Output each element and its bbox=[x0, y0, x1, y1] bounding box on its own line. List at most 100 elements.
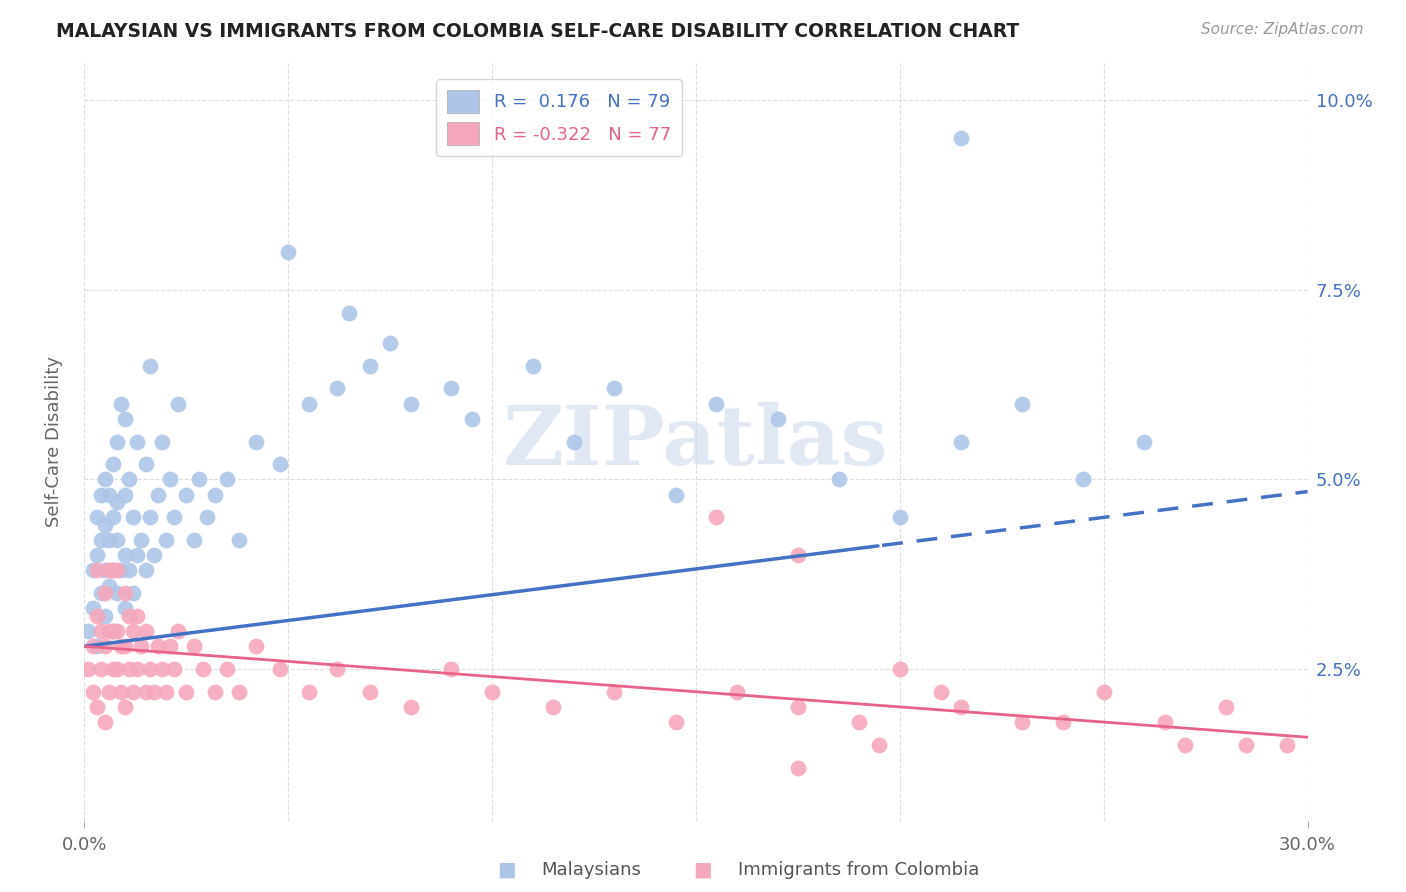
Point bbox=[269, 662, 291, 676]
Point bbox=[138, 662, 160, 676]
Point bbox=[93, 564, 115, 578]
Point bbox=[105, 586, 128, 600]
Point bbox=[114, 601, 136, 615]
Text: MALAYSIAN VS IMMIGRANTS FROM COLOMBIA SELF-CARE DISABILITY CORRELATION CHART: MALAYSIAN VS IMMIGRANTS FROM COLOMBIA SE… bbox=[56, 22, 1019, 41]
Point bbox=[131, 533, 153, 547]
Point bbox=[787, 760, 810, 774]
Point bbox=[105, 624, 128, 639]
Point bbox=[114, 699, 136, 714]
Point bbox=[90, 487, 112, 501]
Point bbox=[127, 548, 149, 563]
Point bbox=[101, 624, 124, 639]
Point bbox=[150, 662, 173, 676]
Point bbox=[187, 473, 209, 487]
Point bbox=[114, 639, 136, 653]
Point bbox=[93, 517, 115, 532]
Point bbox=[146, 639, 169, 653]
Point bbox=[110, 685, 132, 699]
Point bbox=[706, 396, 728, 410]
Point bbox=[101, 662, 124, 676]
Point bbox=[131, 639, 153, 653]
Point bbox=[277, 244, 299, 259]
Text: Malaysians: Malaysians bbox=[541, 861, 641, 879]
Point bbox=[1215, 699, 1237, 714]
Text: ▪: ▪ bbox=[693, 855, 713, 884]
Point bbox=[142, 685, 165, 699]
Point bbox=[1052, 715, 1074, 730]
Point bbox=[135, 564, 157, 578]
Point bbox=[1154, 715, 1177, 730]
Point bbox=[461, 412, 484, 426]
Point bbox=[163, 662, 186, 676]
Text: ▪: ▪ bbox=[496, 855, 516, 884]
Text: Immigrants from Colombia: Immigrants from Colombia bbox=[738, 861, 980, 879]
Point bbox=[122, 510, 145, 524]
Point bbox=[787, 548, 810, 563]
Point bbox=[399, 396, 422, 410]
Point bbox=[105, 434, 128, 449]
Point bbox=[114, 487, 136, 501]
Point bbox=[90, 624, 112, 639]
Point bbox=[481, 685, 503, 699]
Point bbox=[101, 624, 124, 639]
Point bbox=[174, 487, 197, 501]
Point bbox=[522, 359, 544, 373]
Point bbox=[101, 564, 124, 578]
Point bbox=[105, 564, 128, 578]
Point bbox=[195, 510, 218, 524]
Point bbox=[97, 487, 120, 501]
Point bbox=[90, 533, 112, 547]
Point bbox=[217, 662, 239, 676]
Point bbox=[725, 685, 748, 699]
Point bbox=[93, 609, 115, 624]
Point bbox=[97, 564, 120, 578]
Point bbox=[101, 510, 124, 524]
Point bbox=[105, 533, 128, 547]
Point bbox=[105, 495, 128, 509]
Point bbox=[127, 662, 149, 676]
Point bbox=[118, 564, 141, 578]
Point bbox=[93, 473, 115, 487]
Point bbox=[950, 434, 973, 449]
Point bbox=[114, 412, 136, 426]
Point bbox=[1236, 738, 1258, 752]
Point bbox=[399, 699, 422, 714]
Point bbox=[245, 434, 267, 449]
Point bbox=[1011, 396, 1033, 410]
Point bbox=[93, 715, 115, 730]
Point bbox=[380, 336, 402, 351]
Point bbox=[77, 662, 100, 676]
Point bbox=[118, 609, 141, 624]
Point bbox=[127, 609, 149, 624]
Legend: R =  0.176   N = 79, R = -0.322   N = 77: R = 0.176 N = 79, R = -0.322 N = 77 bbox=[436, 79, 682, 156]
Point bbox=[93, 639, 115, 653]
Point bbox=[101, 457, 124, 471]
Point bbox=[163, 510, 186, 524]
Point bbox=[359, 685, 381, 699]
Point bbox=[138, 510, 160, 524]
Point bbox=[950, 699, 973, 714]
Point bbox=[848, 715, 870, 730]
Point bbox=[183, 533, 205, 547]
Text: ZIPatlas: ZIPatlas bbox=[503, 401, 889, 482]
Point bbox=[359, 359, 381, 373]
Point bbox=[889, 510, 911, 524]
Point bbox=[1133, 434, 1156, 449]
Y-axis label: Self-Care Disability: Self-Care Disability bbox=[45, 356, 63, 527]
Point bbox=[90, 662, 112, 676]
Point bbox=[183, 639, 205, 653]
Point bbox=[155, 533, 177, 547]
Point bbox=[298, 396, 321, 410]
Point bbox=[706, 510, 728, 524]
Point bbox=[82, 685, 104, 699]
Point bbox=[82, 639, 104, 653]
Point bbox=[204, 685, 226, 699]
Point bbox=[217, 473, 239, 487]
Point bbox=[440, 662, 463, 676]
Point bbox=[127, 434, 149, 449]
Point bbox=[228, 533, 250, 547]
Point bbox=[889, 662, 911, 676]
Point bbox=[665, 715, 688, 730]
Point bbox=[950, 131, 973, 145]
Point bbox=[82, 601, 104, 615]
